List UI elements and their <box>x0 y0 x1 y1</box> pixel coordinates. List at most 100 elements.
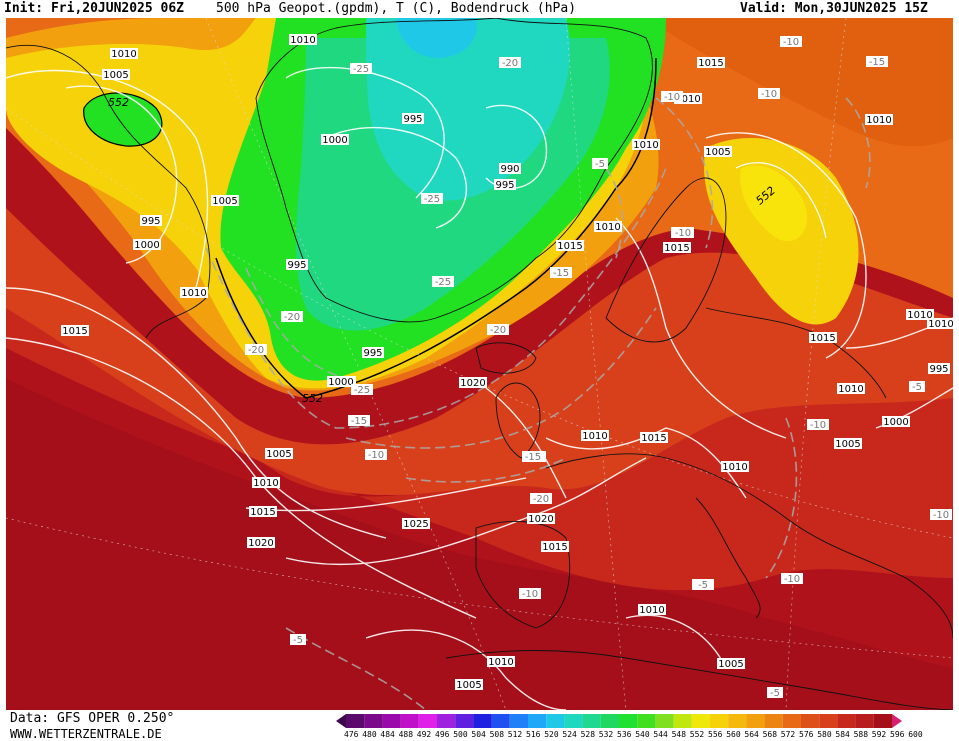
scale-cell <box>491 714 510 728</box>
temperature-label: -5 <box>695 579 711 591</box>
label-text: 1010 <box>907 310 932 321</box>
label-text: -10 <box>522 589 538 600</box>
isobar-label: 1025 <box>402 518 430 530</box>
label-text: 1010 <box>488 657 513 668</box>
label-text: -10 <box>783 37 799 48</box>
isobar-label: 1000 <box>327 376 355 388</box>
scale-tick-label: 512 <box>507 730 523 739</box>
field-deep-red <box>6 378 953 710</box>
scale-tick-label: 504 <box>471 730 486 739</box>
label-background <box>487 656 515 667</box>
isobar-label: 1015 <box>809 332 837 344</box>
isobar-label: 1010 <box>674 93 702 105</box>
isobar-line <box>735 162 827 239</box>
scale-cell <box>528 714 547 728</box>
label-background <box>487 324 509 335</box>
label-background <box>432 276 454 287</box>
label-text: -15 <box>869 57 885 68</box>
scale-tick-label: 532 <box>598 730 614 739</box>
isobar-line <box>625 614 727 669</box>
label-background <box>697 57 725 68</box>
isotherm-line <box>245 267 347 379</box>
isobar-label: 1015 <box>556 240 584 252</box>
temperature-label: -15 <box>550 267 572 279</box>
scale-cell <box>819 714 838 728</box>
isobar-line <box>285 66 445 199</box>
label-background <box>556 240 584 251</box>
scale-cell <box>455 714 474 728</box>
label-text: 1000 <box>134 240 159 251</box>
scale-tick-label: 492 <box>416 730 432 739</box>
isobar-label: 1010 <box>638 604 666 616</box>
label-background <box>499 163 521 174</box>
isobar-label: 1000 <box>133 239 161 251</box>
isobar-line <box>6 287 387 539</box>
label-text: 990 <box>500 164 519 175</box>
scale-cell <box>564 714 583 728</box>
label-text: 1015 <box>250 507 275 518</box>
label-background <box>758 88 780 99</box>
label-background <box>721 461 749 472</box>
label-text: -10 <box>368 450 384 461</box>
label-background <box>807 419 829 430</box>
website-url[interactable]: WWW.WETTERZENTRALE.DE <box>10 727 162 741</box>
isobar-label: 1015 <box>663 242 691 254</box>
grid-line <box>6 517 953 659</box>
label-background <box>102 69 130 80</box>
temperature-label: -20 <box>530 493 552 505</box>
coastline-north-africa <box>445 650 953 710</box>
field-yellow-scandinavia-inner <box>740 165 807 242</box>
scale-cell <box>546 714 565 728</box>
isobar-label: 1020 <box>527 513 555 525</box>
label-background <box>767 687 783 698</box>
label-background <box>837 383 865 394</box>
scale-cell <box>746 714 765 728</box>
scale-tick-label: 536 <box>617 730 632 739</box>
scale-tick-label: 560 <box>726 730 741 739</box>
grid-line <box>205 18 507 710</box>
label-text: -5 <box>698 580 708 591</box>
label-text: -20 <box>533 494 549 505</box>
label-background <box>866 56 888 67</box>
coastline-europe <box>545 453 953 639</box>
label-background <box>834 438 862 449</box>
geopotential-label: 552 <box>302 392 323 405</box>
label-background <box>402 113 424 124</box>
temperature-label: -15 <box>866 56 888 68</box>
temperature-label: -20 <box>499 57 521 69</box>
label-text: 1015 <box>542 542 567 553</box>
temperature-label: -10 <box>780 36 802 48</box>
label-text: -5 <box>912 382 922 393</box>
label-text: -20 <box>248 345 264 356</box>
isobar-label: 995 <box>494 179 516 191</box>
isobar-label: 1005 <box>265 448 293 460</box>
label-text: 995 <box>363 348 382 359</box>
label-text: 1005 <box>718 659 743 670</box>
label-background <box>281 311 303 322</box>
label-background <box>661 91 683 102</box>
scale-tick-label: 540 <box>635 730 650 739</box>
isobar-label: 1020 <box>459 377 487 389</box>
label-text: 1015 <box>641 433 666 444</box>
label-background <box>717 658 745 669</box>
label-background <box>530 493 552 504</box>
label-background <box>672 227 694 238</box>
label-background <box>704 146 732 157</box>
temperature-label: -25 <box>421 193 443 205</box>
isobar-line <box>705 132 867 359</box>
label-background <box>245 344 267 355</box>
label-background <box>499 57 521 68</box>
scale-tick-label: 520 <box>544 730 559 739</box>
isobar-label: 1000 <box>882 416 910 428</box>
label-text: 995 <box>495 180 514 191</box>
label-background <box>348 415 370 426</box>
isotherm-line <box>605 167 624 259</box>
isotherm-line <box>405 457 567 483</box>
scale-tick-label: 488 <box>398 730 414 739</box>
label-background <box>550 267 572 278</box>
scale-tick-label: 584 <box>835 730 850 739</box>
valid-time: Valid: Mon,30JUN2025 15Z <box>740 1 928 16</box>
label-text: -25 <box>353 64 369 75</box>
label-text: 1000 <box>322 135 347 146</box>
label-text: 1005 <box>835 439 860 450</box>
